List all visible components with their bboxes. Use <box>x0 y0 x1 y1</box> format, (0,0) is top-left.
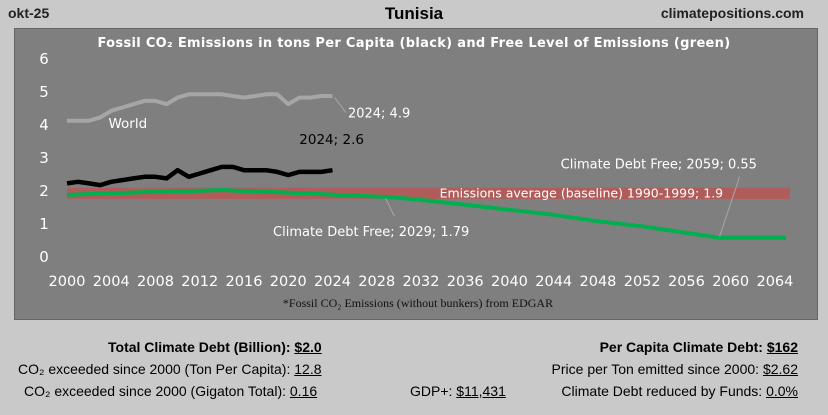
x-tick-label: 2036 <box>447 274 484 290</box>
x-tick-label: 2060 <box>712 274 749 290</box>
free-2029-label: Climate Debt Free; 2029; 1.79 <box>273 225 469 240</box>
baseline-label: Emissions average (baseline) 1990-1999; … <box>440 185 724 200</box>
x-tick-label: 2044 <box>535 274 572 290</box>
x-tick-label: 2048 <box>580 274 617 290</box>
chart-title: Fossil CO₂ Emissions in tons Per Capita … <box>98 36 731 51</box>
world-label: World <box>108 116 147 132</box>
co2-exceeded-gigaton-value: 0.16 <box>289 383 318 399</box>
x-tick-label: 2020 <box>270 274 307 290</box>
x-tick-label: 2012 <box>181 274 218 290</box>
total-climate-debt-label: Total Climate Debt (Billion): <box>108 339 291 355</box>
gdp-label: GDP+: <box>410 383 453 399</box>
total-climate-debt-row: Total Climate Debt (Billion): $2.0 <box>108 339 322 355</box>
y-tick-label: 2 <box>39 182 49 200</box>
x-tick-label: 2056 <box>668 274 705 290</box>
world-leader-line <box>334 97 347 113</box>
co2-exceeded-per-capita-row: CO₂ exceeded since 2000 (Ton Per Capita)… <box>18 361 322 377</box>
x-tick-label: 2016 <box>226 274 263 290</box>
y-tick-label: 6 <box>39 50 49 68</box>
free-2059-leader-line <box>719 176 741 237</box>
baseline-band <box>67 187 790 199</box>
per-capita-debt-label: Per Capita Climate Debt: <box>599 339 763 355</box>
chart-panel <box>14 28 818 320</box>
country-title: Tunisia <box>384 4 444 23</box>
per-capita-debt-row: Per Capita Climate Debt: $162 <box>600 339 798 355</box>
date-label: okt-25 <box>8 5 50 21</box>
emissions-chart: Fossil CO₂ Emissions in tons Per Capita … <box>39 36 793 310</box>
y-tick-label: 1 <box>39 215 49 233</box>
x-tick-label: 2040 <box>491 274 528 290</box>
tunisia-2024-label: 2024; 2.6 <box>299 132 364 148</box>
debt-reduced-label: Climate Debt reduced by Funds: <box>561 383 763 399</box>
x-tick-label: 2032 <box>403 274 440 290</box>
per-capita-debt-value: $162 <box>766 339 798 355</box>
chart-footnote: *Fossil CO₂ Emissions (without bunkers) … <box>283 296 553 310</box>
x-tick-label: 2024 <box>314 274 351 290</box>
co2-exceeded-gigaton-label: CO₂ exceeded since 2000 (Gigaton Total): <box>24 383 286 399</box>
price-per-ton-label: Price per Ton emitted since 2000: <box>551 361 760 377</box>
free-2059-label: Climate Debt Free; 2059; 0.55 <box>561 158 757 173</box>
x-tick-label: 2052 <box>624 274 661 290</box>
y-tick-label: 4 <box>39 116 49 134</box>
x-tick-label: 2028 <box>358 274 395 290</box>
free-level-line <box>66 188 786 240</box>
site-label: climatepositions.com <box>660 5 804 21</box>
x-tick-label: 2008 <box>137 274 174 290</box>
y-tick-label: 5 <box>39 83 49 101</box>
co2-exceeded-per-capita-value: 12.8 <box>294 361 322 377</box>
y-tick-label: 3 <box>39 149 49 167</box>
price-per-ton-row: Price per Ton emitted since 2000: $2.62 <box>552 361 798 377</box>
x-tick-label: 2000 <box>49 274 86 290</box>
total-climate-debt-value: $2.0 <box>294 339 322 355</box>
world-line <box>67 92 333 123</box>
world-2024-label: 2024; 4.9 <box>348 106 410 121</box>
co2-exceeded-gigaton-row: CO₂ exceeded since 2000 (Gigaton Total):… <box>24 383 317 399</box>
gdp-row: GDP+: $11,431 <box>410 383 506 399</box>
x-tick-label: 2004 <box>93 274 130 290</box>
tunisia-line <box>66 164 333 188</box>
y-tick-label: 0 <box>39 248 49 266</box>
x-tick-label: 2064 <box>756 274 793 290</box>
debt-reduced-row: Climate Debt reduced by Funds: 0.0% <box>561 383 798 399</box>
co2-exceeded-per-capita-label: CO₂ exceeded since 2000 (Ton Per Capita)… <box>18 361 291 377</box>
debt-reduced-value: 0.0% <box>766 383 798 399</box>
free-2029-leader-line <box>385 198 395 217</box>
gdp-value: $11,431 <box>456 383 506 399</box>
price-per-ton-value: $2.62 <box>762 361 798 377</box>
